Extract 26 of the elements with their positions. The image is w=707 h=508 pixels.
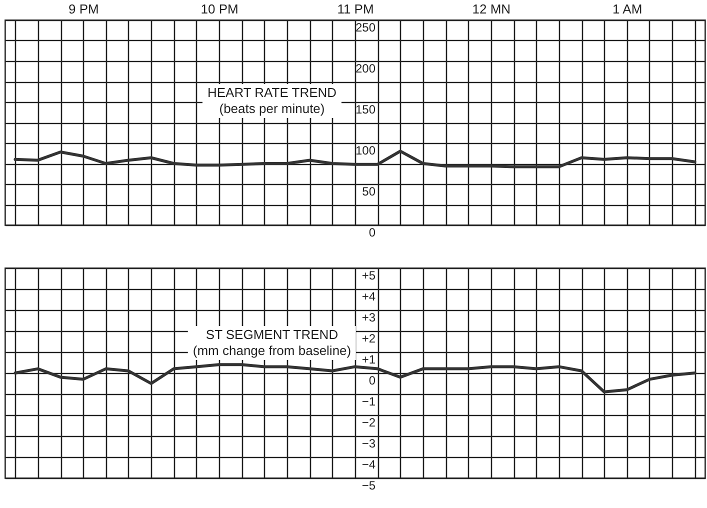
y-tick-label: −4 xyxy=(362,458,376,472)
x-tick-label: 12 MN xyxy=(472,2,511,16)
y-tick-label: −2 xyxy=(362,416,376,430)
x-tick-label: 10 PM xyxy=(200,2,238,16)
y-tick-label: 0 xyxy=(368,374,376,388)
y-tick-label: 150 xyxy=(355,102,376,116)
y-tick-label: 250 xyxy=(355,20,376,34)
y-tick-label: +5 xyxy=(362,268,376,282)
y-tick-label: 200 xyxy=(355,62,376,76)
y-tick-label: −1 xyxy=(362,394,376,408)
y-tick-label: 100 xyxy=(355,144,376,158)
y-tick-label: +2 xyxy=(362,332,376,346)
y-tick-label: −3 xyxy=(362,436,376,450)
text: ST SEGMENT TREND xyxy=(204,327,340,343)
y-tick-label: −5 xyxy=(362,478,376,492)
text: (beats per minute) xyxy=(218,101,326,117)
text: HEART RATE TREND xyxy=(207,85,337,101)
y-tick-label: +4 xyxy=(362,290,376,304)
text: (mm change from baseline) xyxy=(192,343,352,359)
y-tick-label: 50 xyxy=(362,184,376,198)
x-tick-label: 11 PM xyxy=(337,2,374,16)
x-tick-label: 1 AM xyxy=(612,2,642,16)
y-tick-label: +1 xyxy=(362,352,376,366)
y-tick-label: +3 xyxy=(362,310,376,324)
x-tick-label: 9 PM xyxy=(68,2,99,16)
y-tick-label: 0 xyxy=(368,226,376,240)
